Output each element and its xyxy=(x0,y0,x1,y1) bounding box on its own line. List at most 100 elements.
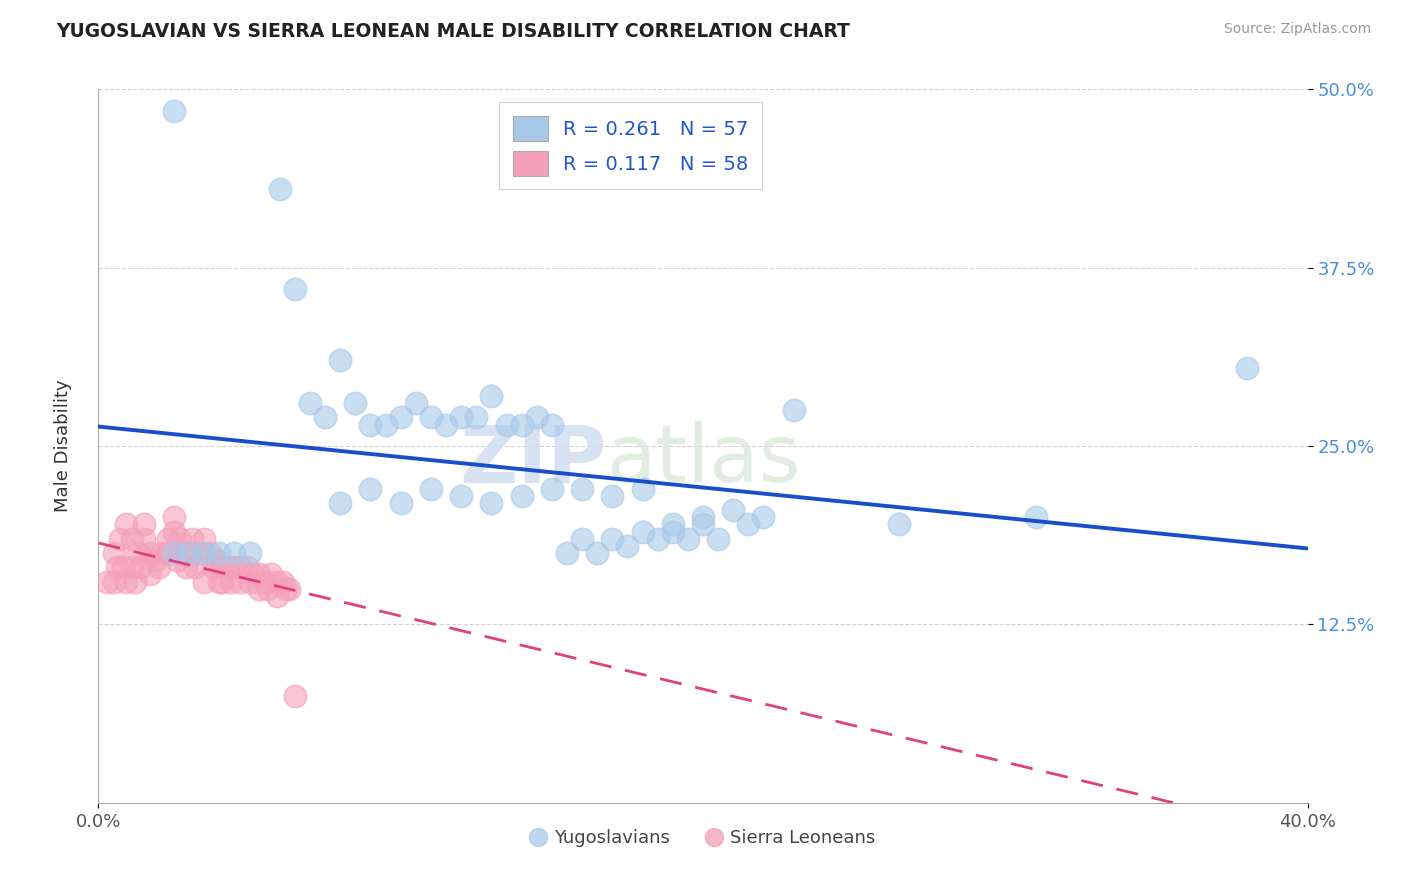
Point xyxy=(150,546,173,560)
Point xyxy=(1236,360,1258,375)
Point xyxy=(224,546,246,560)
Point xyxy=(783,403,806,417)
Point xyxy=(661,524,683,539)
Point xyxy=(602,532,624,546)
Point xyxy=(752,510,775,524)
Point xyxy=(163,524,186,539)
Point xyxy=(211,560,233,574)
Point xyxy=(631,524,654,539)
Point xyxy=(271,574,294,589)
Point xyxy=(239,574,262,589)
Point xyxy=(329,496,352,510)
Point xyxy=(314,410,336,425)
Point xyxy=(277,582,299,596)
Point xyxy=(434,417,457,432)
Point xyxy=(586,546,609,560)
Point xyxy=(211,574,233,589)
Point xyxy=(205,553,228,567)
Point xyxy=(1024,510,1046,524)
Point xyxy=(526,410,548,425)
Point xyxy=(124,574,146,589)
Point xyxy=(247,582,270,596)
Point xyxy=(540,482,562,496)
Point xyxy=(707,532,730,546)
Point xyxy=(253,574,276,589)
Point xyxy=(145,553,167,567)
Point xyxy=(510,417,533,432)
Point xyxy=(420,410,443,425)
Point xyxy=(181,532,204,546)
Point xyxy=(450,489,472,503)
Point xyxy=(224,560,246,574)
Point xyxy=(163,103,186,118)
Point xyxy=(239,546,262,560)
Point xyxy=(274,582,297,596)
Point xyxy=(329,353,352,368)
Point xyxy=(737,517,759,532)
Point xyxy=(148,560,170,574)
Point xyxy=(179,546,201,560)
Point xyxy=(676,532,699,546)
Point xyxy=(114,517,136,532)
Point xyxy=(217,560,239,574)
Point xyxy=(202,560,225,574)
Point xyxy=(571,482,593,496)
Point xyxy=(208,546,231,560)
Point xyxy=(193,574,215,589)
Point xyxy=(450,410,472,425)
Point xyxy=(132,532,155,546)
Point xyxy=(405,396,427,410)
Point xyxy=(200,546,222,560)
Point xyxy=(256,582,278,596)
Point xyxy=(481,496,503,510)
Point xyxy=(692,510,714,524)
Point xyxy=(299,396,322,410)
Point xyxy=(889,517,911,532)
Point xyxy=(221,574,243,589)
Text: Source: ZipAtlas.com: Source: ZipAtlas.com xyxy=(1223,22,1371,37)
Point xyxy=(374,417,396,432)
Point xyxy=(540,417,562,432)
Point xyxy=(247,567,270,582)
Point xyxy=(127,546,149,560)
Point xyxy=(235,560,257,574)
Point xyxy=(481,389,503,403)
Point xyxy=(389,410,412,425)
Point xyxy=(111,560,134,574)
Point xyxy=(360,417,382,432)
Point xyxy=(360,482,382,496)
Text: ZIP: ZIP xyxy=(458,421,606,500)
Point xyxy=(242,567,264,582)
Point xyxy=(420,482,443,496)
Point xyxy=(602,489,624,503)
Point xyxy=(108,532,131,546)
Point xyxy=(121,532,143,546)
Point xyxy=(163,510,186,524)
Point xyxy=(661,517,683,532)
Point xyxy=(174,560,197,574)
Point xyxy=(571,532,593,546)
Point xyxy=(647,532,669,546)
Point xyxy=(139,546,162,560)
Text: atlas: atlas xyxy=(606,421,800,500)
Point xyxy=(266,589,288,603)
Point xyxy=(174,546,197,560)
Point xyxy=(229,560,252,574)
Point xyxy=(169,532,191,546)
Point xyxy=(156,546,179,560)
Point xyxy=(389,496,412,510)
Point xyxy=(631,482,654,496)
Point xyxy=(163,546,186,560)
Point xyxy=(284,282,307,296)
Point xyxy=(184,560,207,574)
Point xyxy=(103,574,125,589)
Point xyxy=(166,553,188,567)
Point xyxy=(156,532,179,546)
Point xyxy=(616,539,638,553)
Point xyxy=(208,574,231,589)
Point xyxy=(284,689,307,703)
Point xyxy=(103,546,125,560)
Point xyxy=(105,560,128,574)
Point xyxy=(229,574,252,589)
Point xyxy=(266,574,288,589)
